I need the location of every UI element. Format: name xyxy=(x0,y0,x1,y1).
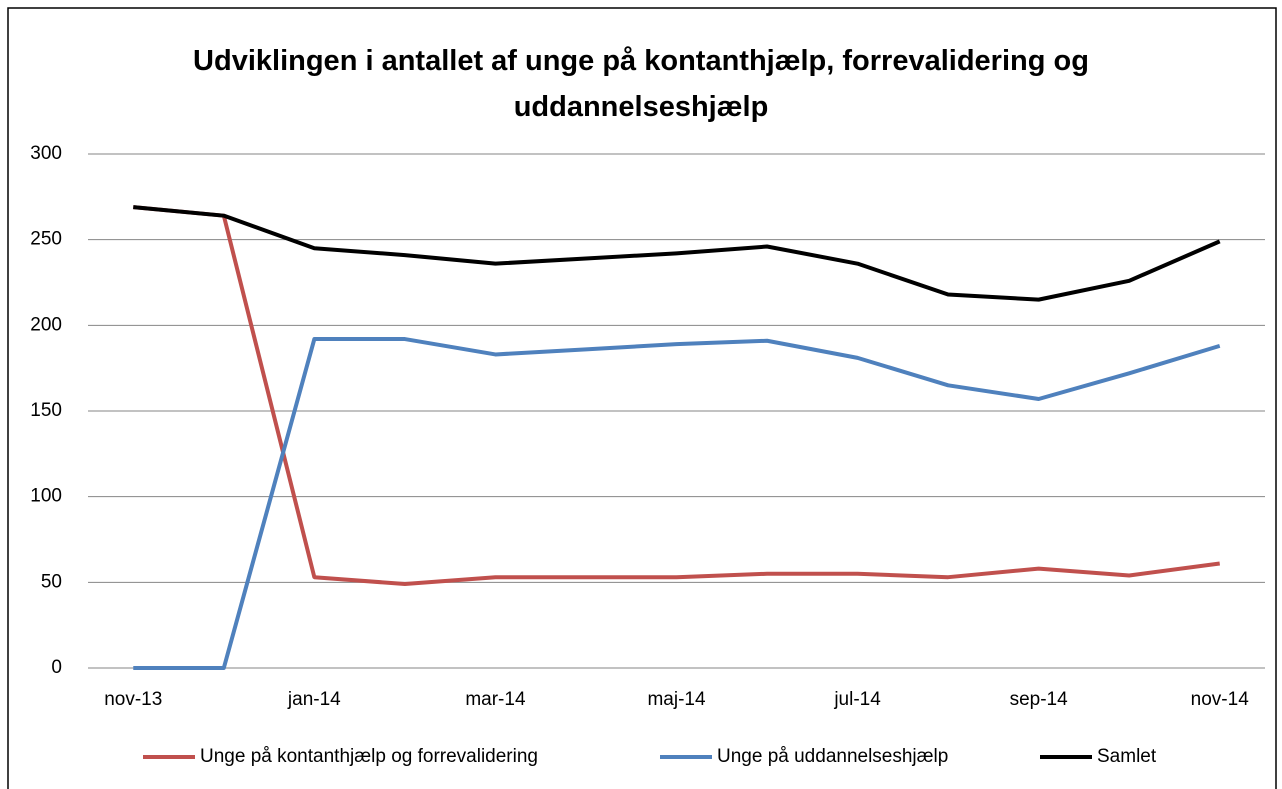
y-tick-label: 150 xyxy=(30,400,62,421)
legend-label: Unge på kontanthjælp og forrevalidering xyxy=(200,746,538,767)
x-tick-label: nov-13 xyxy=(104,689,162,710)
x-tick-label: jan-14 xyxy=(287,689,341,710)
legend-label: Samlet xyxy=(1097,746,1157,767)
y-tick-label: 0 xyxy=(51,657,62,678)
x-tick-label: nov-14 xyxy=(1191,689,1250,710)
y-tick-label: 200 xyxy=(30,314,62,335)
y-tick-label: 250 xyxy=(30,229,62,250)
chart-frame xyxy=(7,7,1277,789)
x-tick-label: mar-14 xyxy=(465,689,526,710)
y-tick-label: 100 xyxy=(30,486,62,507)
y-tick-label: 50 xyxy=(41,571,62,592)
series-line xyxy=(133,205,1220,587)
chart-title: Udviklingen i antallet af unge på kontan… xyxy=(193,45,1089,123)
series-line xyxy=(133,205,1221,302)
series-line xyxy=(133,337,1221,670)
x-tick-label: jul-14 xyxy=(833,689,881,710)
legend-label: Unge på uddannelseshjælp xyxy=(717,746,948,767)
x-tick-label: maj-14 xyxy=(647,689,706,710)
y-tick-label: 300 xyxy=(30,143,62,164)
x-tick-label: sep-14 xyxy=(1010,689,1069,710)
